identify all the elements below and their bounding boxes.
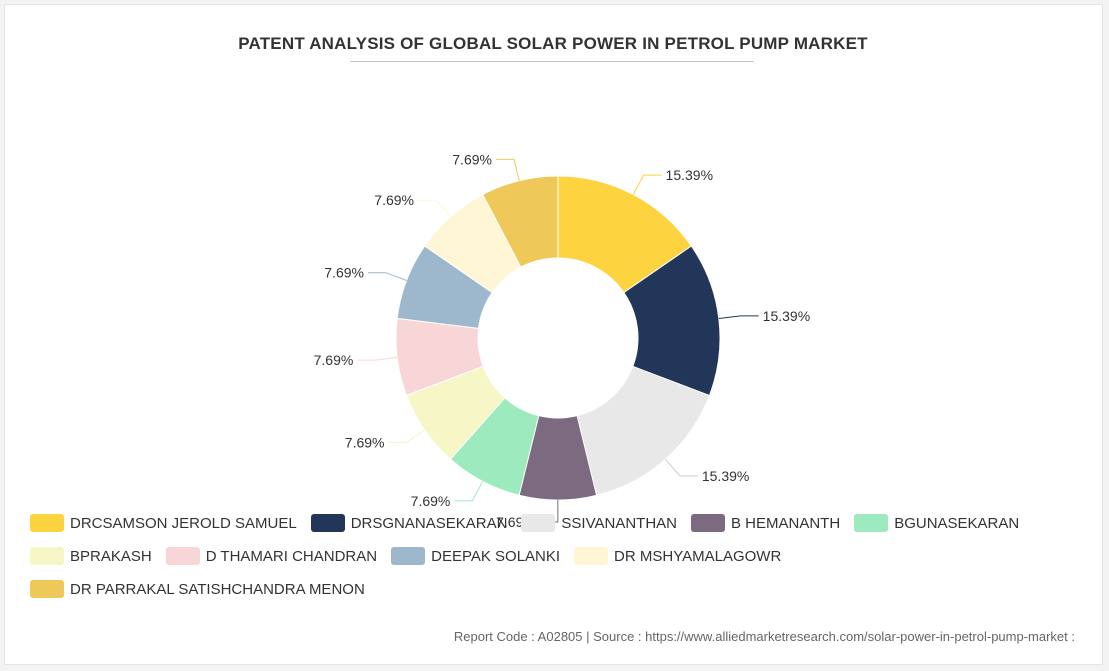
legend-item-dr-mshyamalagowr[interactable]: DR MSHYAMALAGOWR — [574, 545, 781, 567]
legend-label: DR MSHYAMALAGOWR — [614, 547, 782, 565]
legend-swatch — [30, 514, 64, 532]
data-label-drsgnanasekaran: 15.39% — [763, 308, 810, 324]
legend-item-ssivananthan[interactable]: SSIVANANTHAN — [521, 512, 677, 534]
legend-label: DEEPAK SOLANKI — [431, 547, 561, 565]
legend-label: SSIVANANTHAN — [561, 514, 677, 532]
leader-line-bprakash — [388, 429, 425, 443]
legend-swatch — [310, 514, 345, 532]
data-label-dr-mshyamalagowr: 7.69% — [374, 192, 414, 208]
leader-line-dr-parrakal-satishchandra-menon — [495, 158, 520, 181]
leader-line-drcsamson-jerold-samuel — [632, 174, 662, 195]
legend-swatch — [691, 514, 725, 532]
legend-item-d-thamari-chandran[interactable]: D THAMARI CHANDRAN — [165, 545, 378, 567]
data-label-dr-parrakal-satishchandra-menon: 7.69% — [452, 151, 492, 167]
data-label-bprakash: 7.69% — [345, 434, 385, 450]
legend-item-bprakash[interactable]: BPRAKASH — [30, 545, 152, 567]
chart-legend: DRCSAMSON JEROLD SAMUEL DRSGNANASEKARAN SS… — [30, 512, 1100, 600]
legend-swatch — [391, 547, 426, 565]
title-underline — [350, 61, 754, 62]
legend-swatch — [521, 514, 556, 532]
data-label-drcsamson-jerold-samuel: 15.39% — [666, 167, 713, 183]
legend-label: B HEMANANTH — [731, 514, 841, 532]
legend-label: DRCSAMSON JEROLD SAMUEL — [70, 514, 297, 532]
legend-item-bgunasekaran[interactable]: BGUNASEKARAN — [854, 512, 1019, 534]
leader-line-deepak-solanki — [367, 272, 407, 281]
source-footer: Report Code : A02805 | Source : https://… — [453, 629, 1075, 644]
leader-line-drsgnanasekaran — [718, 315, 759, 320]
leader-line-ssivananthan — [664, 459, 698, 477]
legend-swatch — [30, 547, 64, 565]
legend-label: DR PARRAKAL SATISHCHANDRA MENON — [70, 580, 365, 598]
legend-item-drcsamson-jerold-samuel[interactable]: DRCSAMSON JEROLD SAMUEL — [30, 512, 297, 534]
slice-dr-parrakal-satishchandra-menon[interactable] — [482, 175, 559, 268]
leader-line-dr-mshyamalagowr — [418, 199, 451, 218]
leader-line-bgunasekaran — [454, 481, 484, 502]
legend-swatch — [30, 580, 64, 598]
legend-item-drsgnanasekaran[interactable]: DRSGNANASEKARAN — [310, 512, 508, 534]
chart-title: PATENT ANALYSIS OF GLOBAL SOLAR POWER IN… — [238, 34, 868, 53]
legend-label: D THAMARI CHANDRAN — [205, 547, 378, 565]
data-label-deepak-solanki: 7.69% — [324, 265, 364, 281]
legend-swatch — [574, 547, 609, 565]
legend-swatch — [165, 547, 200, 565]
legend-label: BPRAKASH — [70, 547, 152, 565]
legend-label: DRSGNANASEKARAN — [350, 514, 508, 532]
legend-swatch — [854, 514, 889, 532]
legend-item-b-hemananth[interactable]: B HEMANANTH — [691, 512, 840, 534]
legend-item-dr-parrakal-satishchandra-menon[interactable]: DR PARRAKAL SATISHCHANDRA MENON — [30, 578, 365, 600]
leader-line-d-thamari-chandran — [357, 356, 398, 361]
data-label-ssivananthan: 15.39% — [702, 468, 749, 484]
data-label-d-thamari-chandran: 7.69% — [314, 352, 354, 368]
legend-label: BGUNASEKARAN — [894, 514, 1020, 532]
data-label-bgunasekaran: 7.69% — [411, 493, 451, 509]
legend-item-deepak-solanki[interactable]: DEEPAK SOLANKI — [391, 545, 560, 567]
